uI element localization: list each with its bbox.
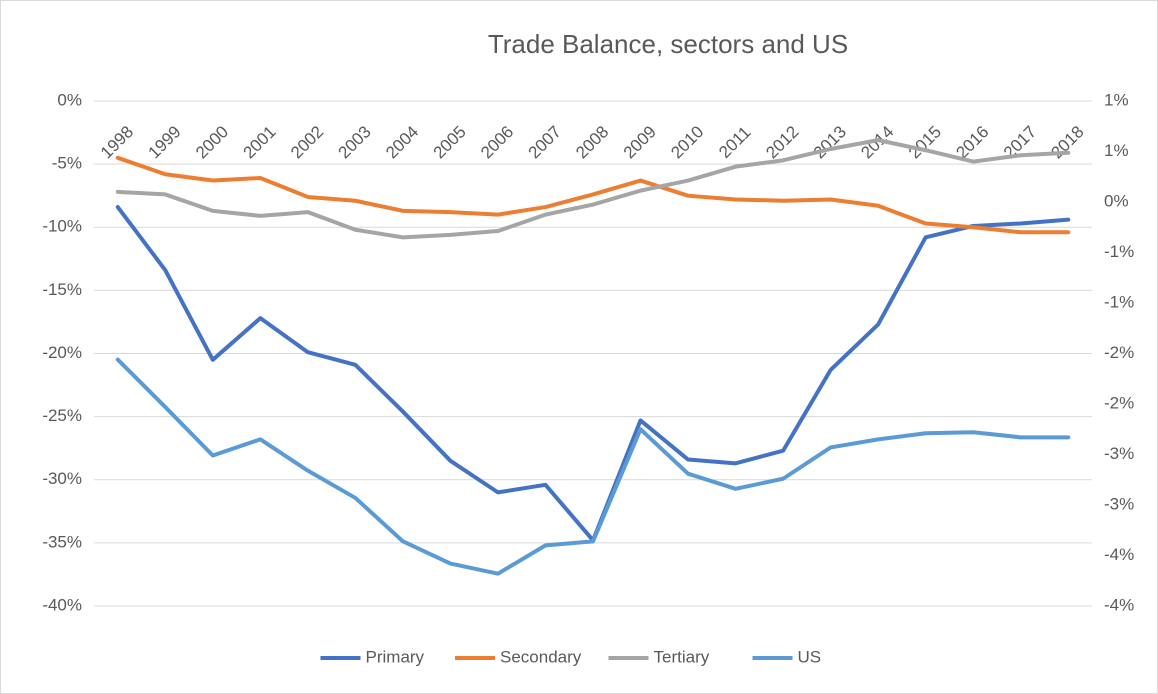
y2-tick-label: -3% [1104,444,1134,463]
y2-tick-label: -1% [1104,292,1134,311]
series-line [115,155,1071,235]
y-tick-label: -40% [42,595,82,614]
grid [94,100,1092,607]
y2-tick-label: -2% [1104,343,1134,362]
y2-tick-label: -4% [1104,595,1134,614]
y-tick-label: -25% [42,406,82,425]
legend-label: Primary [366,647,425,666]
y-tick-label: -15% [42,280,82,299]
y2-tick-label: -1% [1104,242,1134,261]
y2-tick-label: -2% [1104,393,1134,412]
y-tick-label: -30% [42,469,82,488]
y-tick-label: -35% [42,532,82,551]
chart-title: Trade Balance, sectors and US [488,29,848,59]
y-tick-label: -20% [42,343,82,362]
legend-label: US [798,647,822,666]
y2-tick-label: 0% [1104,191,1129,210]
y2-tick-label: -3% [1104,494,1134,513]
series-line [115,138,1071,240]
y-tick-label: -5% [52,154,82,173]
series-line [115,357,1071,576]
y2-tick-label: -4% [1104,545,1134,564]
y2-tick-label: 1% [1104,141,1129,160]
y2-tick-label: 1% [1104,90,1129,109]
y-tick-label: 0% [57,90,82,109]
y-tick-label: -10% [42,217,82,236]
legend-label: Secondary [500,647,582,666]
legend-label: Tertiary [654,647,710,666]
legend: Primary Secondary Tertiary US [320,647,822,666]
